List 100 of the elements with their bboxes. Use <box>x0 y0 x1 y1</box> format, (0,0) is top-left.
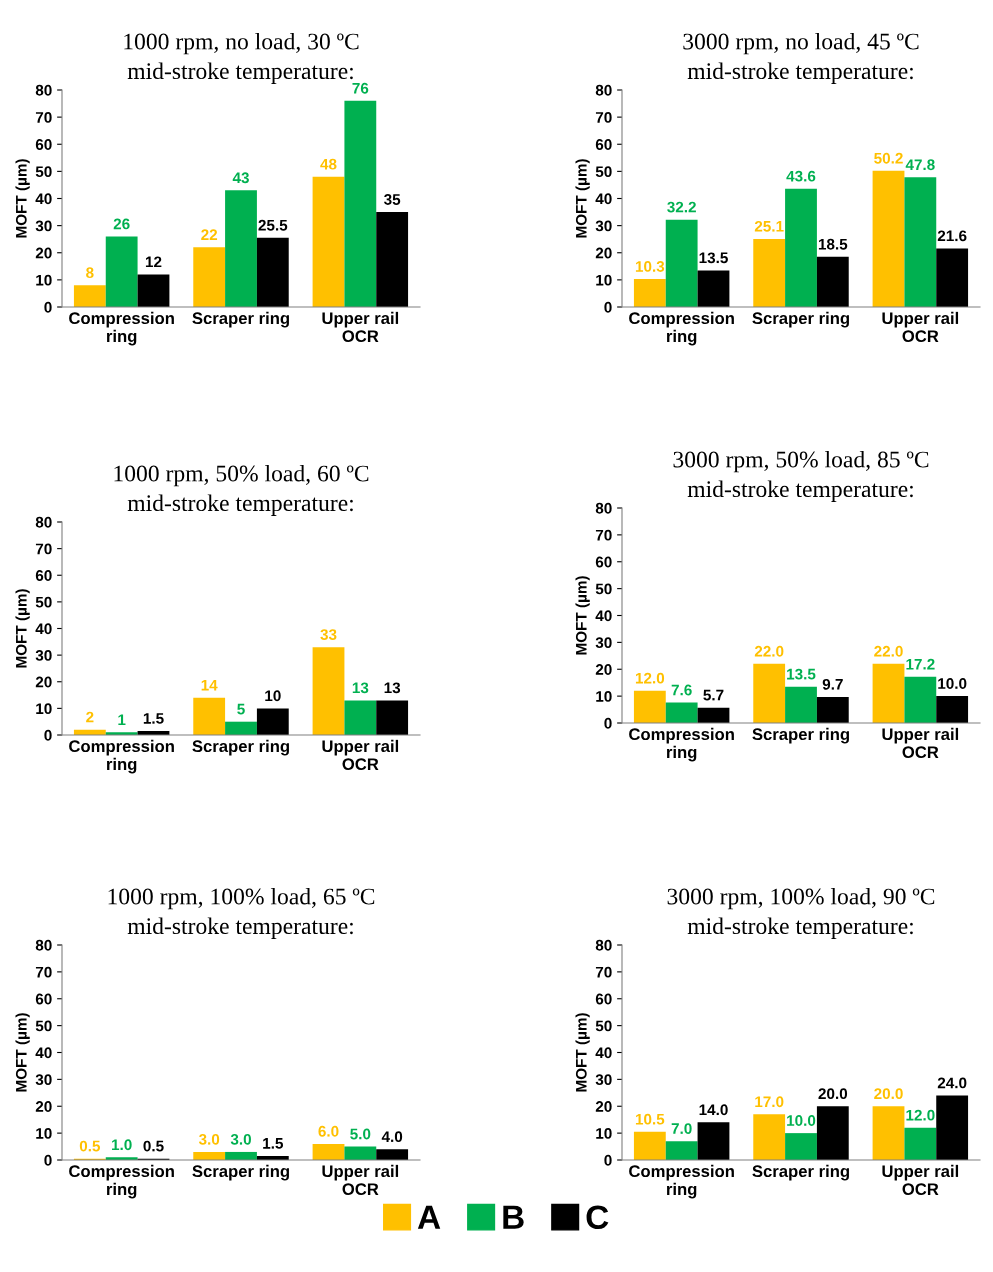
data-label: 13 <box>384 682 401 694</box>
x-tick-label: Scraper ring <box>752 1164 849 1181</box>
x-tick-label: Scraper ring <box>192 311 289 328</box>
x-tick-label: Compression ring <box>629 727 734 762</box>
y-tick-label: 20 <box>595 664 612 675</box>
y-tick-label: 60 <box>35 570 52 581</box>
y-tick-label: 20 <box>35 676 52 688</box>
y-tick-label: 10 <box>596 274 612 286</box>
data-label: 32.2 <box>667 201 696 213</box>
data-label: 17.0 <box>755 1096 784 1108</box>
y-tick-label: 80 <box>35 84 52 96</box>
x-tick-label: Scraper ring <box>752 727 849 744</box>
y-tick-label: 60 <box>595 556 612 568</box>
data-label: 1.0 <box>112 1139 132 1151</box>
data-label: 12.0 <box>635 672 665 684</box>
y-tick-label: 50 <box>35 596 52 608</box>
data-label: 43 <box>232 172 249 184</box>
data-label: 20.0 <box>874 1088 903 1100</box>
y-tick-label: 50 <box>595 1020 612 1032</box>
y-tick-label: 40 <box>35 1047 52 1059</box>
data-label: 10.5 <box>635 1113 665 1125</box>
data-label: 17.2 <box>906 658 935 670</box>
y-axis-title: MOFT (µm) <box>575 159 590 238</box>
x-tick-label: Upper rail OCR <box>882 1164 959 1196</box>
chart-title: 3000 rpm, 50% load, 85 ºC mid-stroke temperature: <box>673 450 929 502</box>
y-tick-label: 70 <box>35 111 52 123</box>
y-tick-label: 30 <box>595 637 612 649</box>
chart-title: 3000 rpm, no load, 45 ºC mid-stroke temperature: <box>683 32 919 84</box>
data-label: 50.2 <box>874 152 903 164</box>
data-label: 24.0 <box>937 1077 967 1089</box>
y-tick-label: 50 <box>35 166 52 178</box>
y-tick-label: 70 <box>595 529 612 541</box>
data-label: 25.5 <box>258 219 288 231</box>
x-tick-label: Compression ring <box>69 1164 174 1199</box>
data-label: 20.0 <box>818 1088 848 1100</box>
data-label: 33 <box>320 629 337 640</box>
y-tick-label: 60 <box>595 993 612 1005</box>
y-tick-label: 30 <box>35 1074 52 1086</box>
x-tick-label: Compression ring <box>69 739 174 774</box>
legend-label: C <box>586 1205 609 1230</box>
data-label: 13 <box>352 682 369 694</box>
y-tick-label: 80 <box>595 502 612 514</box>
data-label: 1 <box>118 714 126 725</box>
y-tick-label: 80 <box>595 939 612 951</box>
data-label: 1.5 <box>263 1138 284 1149</box>
y-tick-label: 30 <box>595 1074 612 1086</box>
y-tick-label: 70 <box>35 966 52 978</box>
x-tick-label: Upper rail OCR <box>882 311 959 343</box>
data-label: 22.0 <box>754 645 784 657</box>
y-tick-label: 30 <box>595 220 612 232</box>
data-label: 47.8 <box>905 159 935 171</box>
data-label: 22.0 <box>874 645 903 657</box>
data-label: 4.0 <box>381 1131 403 1143</box>
data-label: 76 <box>352 82 369 94</box>
data-label: 10.0 <box>787 1115 816 1126</box>
data-label: 3.0 <box>230 1133 251 1145</box>
y-tick-label: 70 <box>595 966 612 978</box>
y-tick-label: 80 <box>595 84 612 96</box>
data-label: 8 <box>86 267 94 279</box>
data-label: 35 <box>384 194 401 205</box>
x-tick-label: Compression ring <box>69 311 174 346</box>
y-tick-label: 70 <box>595 111 612 123</box>
y-tick-label: 50 <box>35 1020 52 1032</box>
x-tick-label: Compression ring <box>629 311 734 346</box>
chart-title: 3000 rpm, 100% load, 90 ºC mid-stroke temperature: <box>667 887 935 939</box>
y-axis-title: MOFT (µm) <box>575 1013 590 1092</box>
y-tick-label: 80 <box>35 939 52 951</box>
data-label: 0.5 <box>143 1140 164 1152</box>
y-tick-label: 10 <box>596 690 612 702</box>
data-label: 48 <box>320 158 337 170</box>
x-tick-label: Scraper ring <box>752 311 849 328</box>
y-tick-label: 80 <box>35 516 52 528</box>
x-tick-label: Upper rail OCR <box>322 739 399 771</box>
x-tick-label: Compression ring <box>629 1164 734 1199</box>
y-tick-label: 50 <box>595 166 612 178</box>
data-label: 14 <box>201 679 218 691</box>
y-tick-label: 40 <box>35 193 52 205</box>
data-label: 10.0 <box>938 678 967 689</box>
chart-title: 1000 rpm, no load, 30 ºC mid-stroke temperature: <box>124 32 359 84</box>
y-tick-label: 0 <box>604 301 612 313</box>
y-tick-label: 10 <box>36 703 52 715</box>
data-label: 21.6 <box>937 230 967 242</box>
data-label: 3.0 <box>198 1133 220 1145</box>
y-axis-title: MOFT (µm) <box>15 589 30 668</box>
y-tick-label: 40 <box>35 623 52 635</box>
data-label: 13.5 <box>787 668 816 680</box>
y-tick-label: 20 <box>35 247 52 259</box>
data-label: 10.3 <box>635 261 665 272</box>
chart-title: 1000 rpm, 100% load, 65 ºC mid-stroke temperature: <box>108 887 375 939</box>
data-label: 5 <box>237 703 245 715</box>
legend-label: A <box>417 1205 441 1229</box>
data-label: 43.6 <box>786 170 816 182</box>
chart-title: 1000 rpm, 50% load, 60 ºC mid-stroke temperature: <box>114 464 369 516</box>
x-tick-label: Upper rail OCR <box>322 311 399 343</box>
y-tick-label: 10 <box>36 1127 52 1139</box>
data-label: 26 <box>113 218 130 230</box>
data-label: 1.5 <box>143 713 164 724</box>
data-label: 25.1 <box>754 220 784 232</box>
x-tick-label: Scraper ring <box>192 739 289 756</box>
data-label: 18.5 <box>818 238 848 250</box>
